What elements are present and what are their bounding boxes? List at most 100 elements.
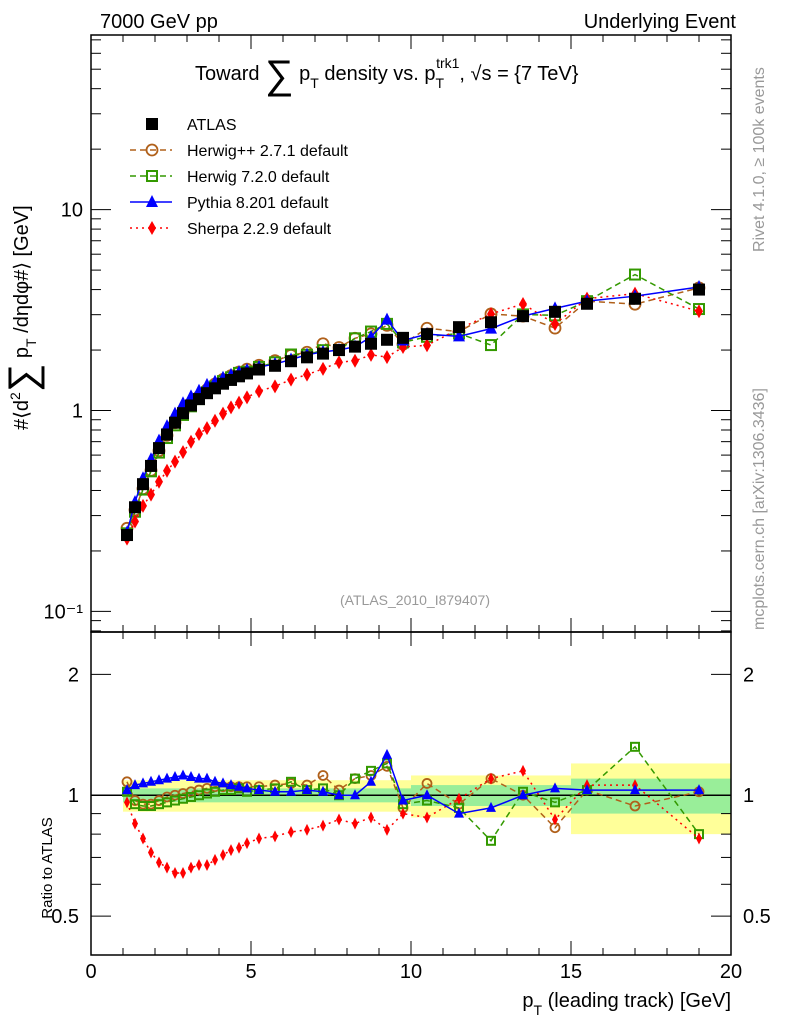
sherpa-2-2-9-default-ratio-point bbox=[140, 832, 146, 845]
y-tick-label: 1 bbox=[72, 401, 83, 423]
herwig-7-2-0-default-ratio-point bbox=[550, 797, 560, 808]
herwig-7-2-0-default-ratio-point bbox=[630, 741, 640, 752]
pythia-8-201-default-ratio-point bbox=[302, 784, 312, 795]
pythia-8-201-default-ratio-point bbox=[270, 785, 280, 796]
sherpa-2-2-9-default-ratio-point bbox=[368, 811, 374, 824]
sherpa-2-2-9-default-point bbox=[171, 454, 179, 469]
sherpa-2-2-9-default-point bbox=[131, 514, 139, 529]
pythia-8-201-default-ratio-point bbox=[122, 784, 132, 795]
sherpa-2-2-9-default-point bbox=[287, 372, 295, 387]
legend-label-sherpa-2-2-9-default: Sherpa 2.2.9 default bbox=[187, 221, 332, 238]
sherpa-2-2-9-default-ratio-point bbox=[124, 796, 130, 809]
pythia-8-201-default-ratio-point bbox=[398, 794, 408, 805]
sherpa-2-2-9-default-ratio-point bbox=[220, 848, 226, 861]
atlas-point bbox=[269, 359, 281, 372]
pythia-8-201-default-ratio-point bbox=[350, 789, 360, 800]
atlas-point bbox=[629, 292, 641, 305]
sherpa-2-2-9-default-point bbox=[235, 395, 243, 410]
mcplots-reference: mcplots.cern.ch [arXiv:1306.3436] bbox=[751, 388, 768, 630]
herwig-2-7-1-default-ratio-point bbox=[317, 770, 329, 781]
herwig-2-7-1-default-ratio-point bbox=[629, 800, 641, 812]
pythia-8-201-default-ratio-point bbox=[366, 775, 376, 786]
sherpa-2-2-9-default-point bbox=[423, 338, 431, 353]
pythia-8-201-default-ratio-line bbox=[126, 753, 699, 815]
pythia-8-201-default-ratio-point bbox=[318, 785, 328, 796]
atlas-point bbox=[317, 347, 329, 360]
atlas-point bbox=[333, 344, 345, 357]
pythia-8-201-default-ratio-point bbox=[254, 784, 264, 795]
atlas-point bbox=[453, 321, 465, 334]
sherpa-2-2-9-default-point bbox=[271, 379, 279, 394]
legend: ATLAS Herwig++ 2.7.1 default Herwig 7.2.0 … bbox=[130, 117, 349, 238]
sherpa-2-2-9-default-point bbox=[255, 384, 263, 399]
y-tick-label: 10 bbox=[61, 200, 83, 222]
sherpa-2-2-9-default-point bbox=[203, 421, 211, 436]
sherpa-2-2-9-default-ratio-point bbox=[236, 841, 242, 854]
herwig-7-2-0-default-ratio-point bbox=[350, 773, 360, 784]
sherpa-2-2-9-default-point bbox=[335, 355, 343, 370]
sherpa-2-2-9-default-ratio-point bbox=[456, 792, 462, 805]
pythia-8-201-default-ratio-point bbox=[382, 748, 392, 759]
pythia-8-201-default-ratio-point bbox=[242, 782, 252, 793]
sherpa-2-2-9-default-ratio-point bbox=[272, 830, 278, 843]
atlas-point bbox=[485, 316, 497, 329]
x-tick-label: 0 bbox=[85, 961, 96, 983]
legend-label-herwig-2-7-1-default: Herwig++ 2.7.1 default bbox=[187, 143, 349, 160]
herwig-2-7-1-default-line bbox=[126, 287, 700, 529]
atlas-point bbox=[549, 305, 561, 318]
stat-uncertainty-band bbox=[571, 778, 731, 814]
sherpa-2-2-9-default-ratio-point bbox=[180, 867, 186, 880]
pythia-8-201-default-ratio-point bbox=[550, 782, 560, 793]
atlas-point bbox=[381, 333, 393, 346]
pythia-8-201-default-ratio-point bbox=[202, 772, 212, 783]
pythia-8-201-default-ratio-point bbox=[454, 807, 464, 818]
legend-marker-pythia-8-201-default bbox=[146, 195, 158, 207]
ratio-tick-label-right: 0.5 bbox=[743, 906, 771, 928]
sherpa-2-2-9-default-point bbox=[519, 296, 527, 311]
sherpa-2-2-9-default-ratio-point bbox=[156, 856, 162, 869]
y-axis-label: #⟨d2∑ pT /dηdφ#⟩ [GeV] bbox=[1, 205, 45, 430]
sherpa-2-2-9-default-point bbox=[187, 434, 195, 449]
herwig-2-7-1-default-ratio-line bbox=[126, 765, 700, 829]
atlas-point bbox=[161, 428, 173, 441]
herwig-7-2-0-default-line bbox=[126, 273, 700, 534]
herwig-7-2-0-default-ratio-point bbox=[486, 835, 496, 846]
sherpa-2-2-9-default-ratio-point bbox=[320, 819, 326, 832]
pythia-8-201-default-ratio-point bbox=[518, 789, 528, 800]
ratio-tick-label-right: 1 bbox=[743, 785, 754, 807]
pythia-8-201-default-ratio-point bbox=[138, 777, 148, 788]
sherpa-2-2-9-default-ratio-point bbox=[196, 859, 202, 872]
pythia-8-201-default-line bbox=[126, 286, 700, 533]
pythia-8-201-default-ratio-point bbox=[234, 780, 244, 791]
rivet-version: Rivet 4.1.0, ≥ 100k events bbox=[751, 67, 768, 252]
pythia-8-201-default-ratio-point bbox=[694, 784, 704, 795]
ratio-tick-label-right: 2 bbox=[743, 664, 754, 686]
atlas-point bbox=[397, 331, 409, 344]
sherpa-2-2-9-default-line bbox=[126, 292, 700, 539]
atlas-point bbox=[365, 337, 377, 350]
atlas-point bbox=[349, 340, 361, 353]
header-right: Underlying Event bbox=[584, 11, 737, 33]
analysis-watermark: (ATLAS_2010_I879407) bbox=[340, 592, 490, 608]
sherpa-2-2-9-default-ratio-point bbox=[352, 817, 358, 830]
pythia-8-201-default-ratio-point bbox=[630, 784, 640, 795]
atlas-point bbox=[301, 351, 313, 364]
sherpa-2-2-9-default-ratio-point bbox=[424, 811, 430, 824]
ratio-tick-label: 1 bbox=[68, 785, 79, 807]
sherpa-2-2-9-default-point bbox=[695, 304, 703, 319]
pythia-8-201-default-ratio-point bbox=[286, 785, 296, 796]
herwig-7-2-0-default-point bbox=[485, 339, 497, 352]
pythia-8-201-default-ratio-point bbox=[210, 775, 220, 786]
pythia-8-201-default-ratio-point bbox=[146, 775, 156, 786]
legend-label-atlas: ATLAS bbox=[187, 117, 237, 134]
legend-label-herwig-7-2-0-default: Herwig 7.2.0 default bbox=[187, 169, 330, 186]
atlas-point bbox=[137, 478, 149, 491]
pythia-8-201-default-point bbox=[381, 312, 393, 325]
sherpa-2-2-9-default-point bbox=[163, 463, 171, 478]
y-tick-label: 10⁻¹ bbox=[44, 601, 84, 623]
pythia-8-201-default-point bbox=[453, 329, 465, 342]
header-left: 7000 GeV pp bbox=[100, 11, 218, 33]
pythia-8-201-default-ratio-point bbox=[178, 769, 188, 780]
pythia-8-201-default-ratio-point bbox=[186, 771, 196, 782]
sherpa-2-2-9-default-ratio-point bbox=[212, 853, 218, 866]
